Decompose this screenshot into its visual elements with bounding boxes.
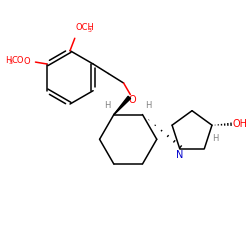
Text: N: N bbox=[176, 150, 184, 160]
Polygon shape bbox=[114, 96, 130, 114]
Text: OCH: OCH bbox=[76, 22, 94, 32]
Text: CO: CO bbox=[12, 56, 24, 65]
Text: 3: 3 bbox=[88, 28, 92, 34]
Text: H: H bbox=[212, 134, 219, 143]
Text: H: H bbox=[5, 56, 12, 65]
Text: H: H bbox=[145, 101, 151, 110]
Text: H: H bbox=[104, 101, 110, 110]
Text: 3: 3 bbox=[9, 60, 13, 64]
Text: O: O bbox=[23, 57, 30, 66]
Text: O: O bbox=[128, 96, 136, 106]
Text: OH: OH bbox=[233, 119, 248, 129]
